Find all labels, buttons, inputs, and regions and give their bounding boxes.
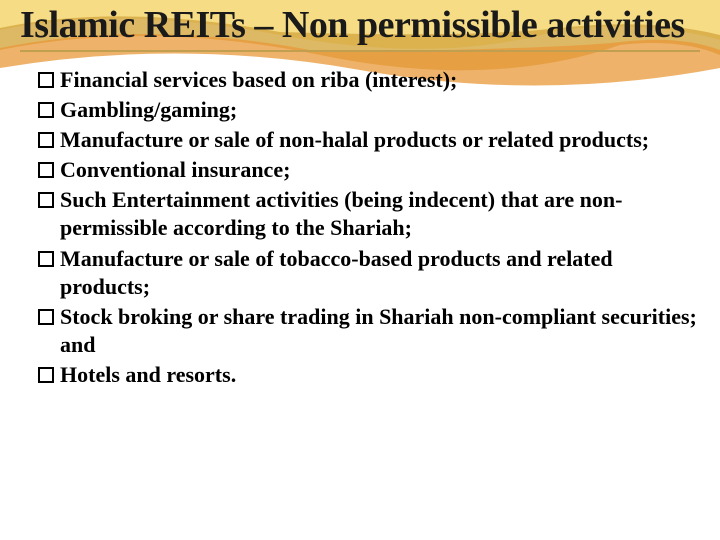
list-item: Gambling/gaming; xyxy=(38,96,700,124)
square-bullet-icon xyxy=(38,192,54,208)
square-bullet-icon xyxy=(38,367,54,383)
list-item: Manufacture or sale of tobacco-based pro… xyxy=(38,245,700,301)
bullet-list: Financial services based on riba (intere… xyxy=(20,66,700,390)
bullet-text: Gambling/gaming; xyxy=(60,96,700,124)
list-item: Conventional insurance; xyxy=(38,156,700,184)
bullet-text: Hotels and resorts. xyxy=(60,361,700,389)
slide-content: Islamic REITs – Non permissible activiti… xyxy=(0,0,720,411)
square-bullet-icon xyxy=(38,162,54,178)
slide-title: Islamic REITs – Non permissible activiti… xyxy=(20,4,700,48)
list-item: Such Entertainment activities (being ind… xyxy=(38,186,700,242)
square-bullet-icon xyxy=(38,72,54,88)
square-bullet-icon xyxy=(38,251,54,267)
bullet-text: Such Entertainment activities (being ind… xyxy=(60,186,700,242)
list-item: Stock broking or share trading in Sharia… xyxy=(38,303,700,359)
list-item: Manufacture or sale of non-halal product… xyxy=(38,126,700,154)
list-item: Financial services based on riba (intere… xyxy=(38,66,700,94)
list-item: Hotels and resorts. xyxy=(38,361,700,389)
bullet-text: Financial services based on riba (intere… xyxy=(60,66,700,94)
title-underline xyxy=(20,50,700,52)
square-bullet-icon xyxy=(38,102,54,118)
square-bullet-icon xyxy=(38,309,54,325)
bullet-text: Conventional insurance; xyxy=(60,156,700,184)
bullet-text: Manufacture or sale of tobacco-based pro… xyxy=(60,245,700,301)
bullet-text: Manufacture or sale of non-halal product… xyxy=(60,126,700,154)
bullet-text: Stock broking or share trading in Sharia… xyxy=(60,303,700,359)
square-bullet-icon xyxy=(38,132,54,148)
